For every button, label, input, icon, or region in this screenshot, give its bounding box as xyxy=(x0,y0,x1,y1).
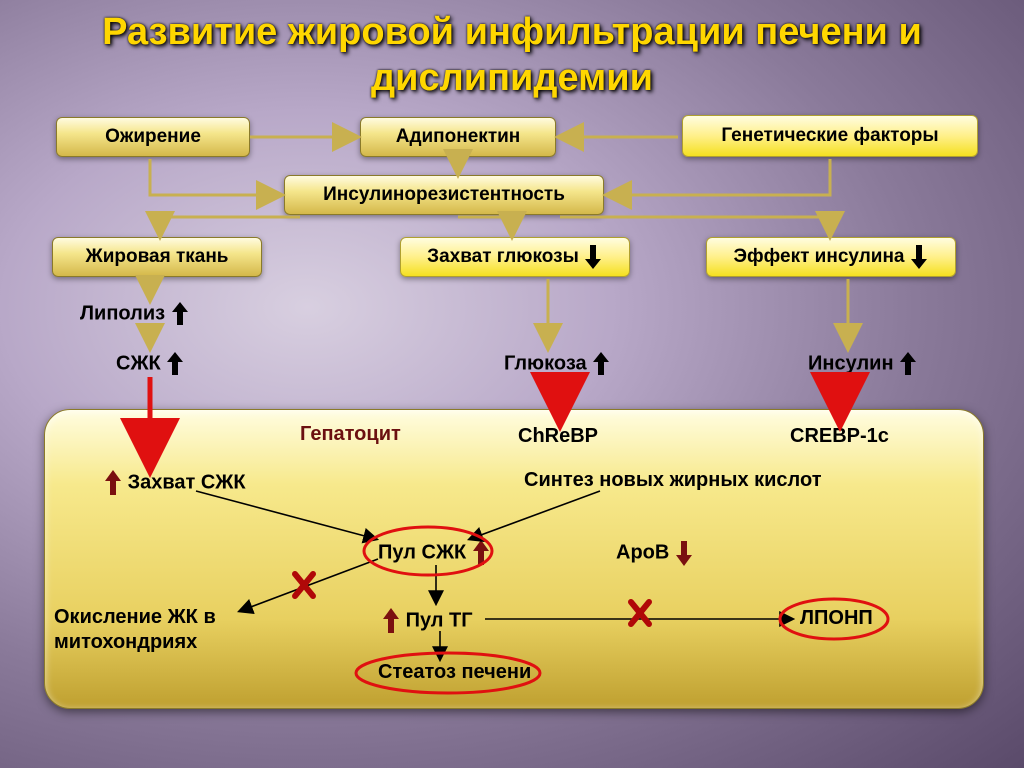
label-lipolysis: Липолиз xyxy=(80,301,189,327)
hepatocyte-title: Гепатоцит xyxy=(300,423,401,446)
node-fattissue: Жировая ткань xyxy=(52,237,262,277)
label-vldl: ЛПОНП xyxy=(800,607,873,630)
down-arrow-icon xyxy=(583,243,603,271)
label-oxidation: Окисление ЖК в митохондриях xyxy=(54,605,274,655)
label-crebp1c: CREBP-1c xyxy=(790,425,889,448)
label-pooltg: Пул ТГ xyxy=(382,607,473,635)
label-synthesis: Синтез новых жирных кислот xyxy=(524,469,822,492)
label-glucose: Глюкоза xyxy=(504,351,610,377)
node-insulinres: Инсулинорезистентность xyxy=(284,175,604,215)
up-arrow-darkred-icon xyxy=(382,607,400,635)
label-poolffa: Пул СЖК xyxy=(378,539,490,567)
label-uptakeffa: Захват СЖК xyxy=(104,469,246,497)
up-arrow-icon xyxy=(171,301,189,327)
label-ffa: СЖК xyxy=(116,351,184,377)
down-arrow-icon xyxy=(909,243,929,271)
label-chrebp: ChReBP xyxy=(518,425,598,448)
label-steatosis: Стеатоз печени xyxy=(378,661,531,684)
node-glucoseuptake: Захват глюкозы xyxy=(400,237,630,277)
diagram-canvas: Ожирение Адипонектин Генетические фактор… xyxy=(0,107,1024,767)
node-insulineffect-label: Эффект инсулина xyxy=(733,246,904,268)
up-arrow-darkred-icon xyxy=(104,469,122,497)
node-obesity: Ожирение xyxy=(56,117,250,157)
label-insulin: Инсулин xyxy=(808,351,917,377)
down-arrow-darkred-icon xyxy=(675,539,693,567)
node-adiponectin: Адипонектин xyxy=(360,117,556,157)
node-genetic: Генетические факторы xyxy=(682,115,978,157)
node-glucoseuptake-label: Захват глюкозы xyxy=(427,246,579,268)
page-title: Развитие жировой инфильтрации печени и д… xyxy=(0,0,1024,107)
up-arrow-icon xyxy=(592,351,610,377)
up-arrow-icon xyxy=(899,351,917,377)
node-insulineffect: Эффект инсулина xyxy=(706,237,956,277)
up-arrow-icon xyxy=(166,351,184,377)
up-arrow-darkred-icon xyxy=(472,539,490,567)
label-apob: ApoB xyxy=(616,539,693,567)
